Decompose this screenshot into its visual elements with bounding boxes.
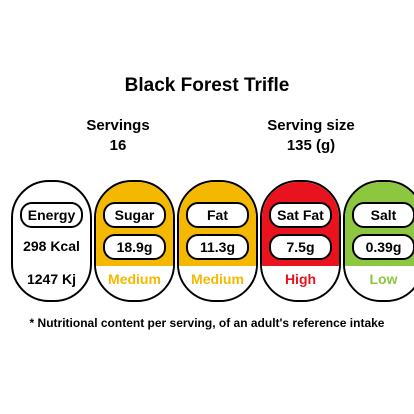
nutrient-value: 7.5g [269,234,332,260]
servings-block: Servings 16 [33,116,203,156]
nutrient-level: High [284,271,317,287]
nutrient-level: Low [369,271,398,287]
nutrient-card-sat-fat: High Sat Fat 7.5g [260,180,341,302]
nutrient-level-area: Medium [179,266,256,300]
nutrient-name: Sat Fat [269,202,332,228]
serving-size-value: 135 (g) [286,137,336,154]
energy-label: Energy [20,202,83,228]
nutrient-value: 11.3g [186,234,249,260]
nutrient-level: Medium [108,271,161,287]
servings-label: Servings [86,117,150,134]
serving-size-label: Serving size [267,117,355,134]
page-title: Black Forest Trifle [124,75,290,96]
nutrient-level-area: High [262,266,339,300]
nutrient-level-area: Low [345,266,414,300]
nutrient-card-salt: Low Salt 0.39g [343,180,414,302]
nutrient-level-area: Medium [96,266,173,300]
nutrient-name: Sugar [103,202,166,228]
footnote: * Nutritional content per serving, of an… [29,316,385,330]
nutrient-name: Fat [186,202,249,228]
servings-value: 16 [109,137,127,154]
energy-kj: 1247 Kj [26,271,77,287]
nutrient-value: 0.39g [352,234,414,260]
nutrition-label-row: Energy 298 Kcal 1247 Kj Medium Sugar 18.… [11,180,414,302]
nutrient-name: Salt [352,202,414,228]
energy-card: Energy 298 Kcal 1247 Kj [11,180,92,302]
nutrient-value: 18.9g [103,234,166,260]
nutrient-card-fat: Medium Fat 11.3g [177,180,258,302]
nutrient-level: Medium [191,271,244,287]
energy-kcal: 298 Kcal [23,238,80,254]
serving-size-block: Serving size 135 (g) [226,116,396,156]
nutrient-card-sugar: Medium Sugar 18.9g [94,180,175,302]
